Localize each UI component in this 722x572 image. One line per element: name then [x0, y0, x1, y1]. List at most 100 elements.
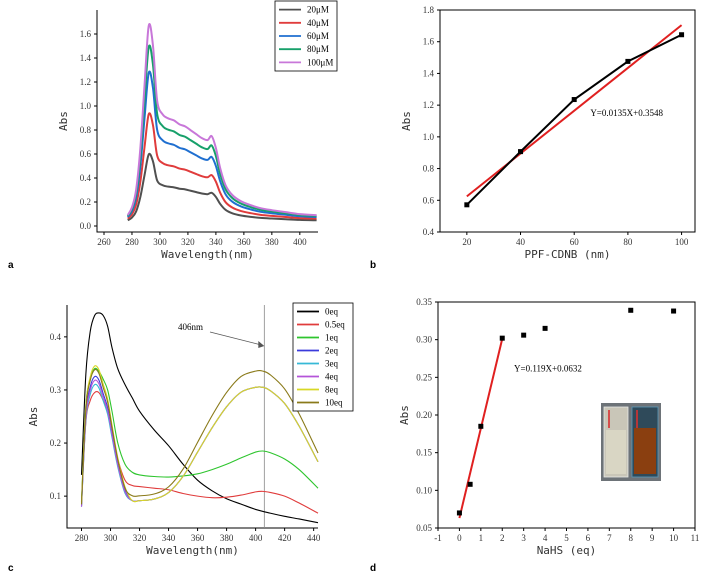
a-y-tick-label: 0.8 [80, 125, 92, 135]
d-data-point [521, 332, 527, 338]
a-y-tick-label: 0.2 [80, 197, 91, 207]
d-data-point [542, 325, 548, 331]
a-x-tick-label: 300 [153, 237, 167, 247]
b-x-tick-label: 60 [570, 237, 580, 247]
d-data-point [499, 335, 505, 341]
d-x-tick-label: 11 [691, 533, 700, 543]
a-series-line [127, 152, 317, 222]
c-legend-label: 2eq [325, 346, 338, 356]
a-x-tick-label: 260 [97, 237, 111, 247]
d-x-tick-label: 9 [650, 533, 655, 543]
b-x-tick-label: 40 [516, 237, 526, 247]
d-data-point [467, 481, 473, 487]
c-x-tick-label: 380 [220, 533, 234, 543]
c-x-tick-label: 420 [278, 533, 292, 543]
d-x-tick-label: 10 [669, 533, 679, 543]
b-x-axis-label: PPF-CDNB (nm) [524, 248, 610, 261]
c-series-line [80, 312, 319, 524]
d-y-tick-label: 0.35 [416, 297, 432, 307]
d-y-axis-label: Abs [398, 405, 411, 425]
c-x-tick-label: 300 [104, 533, 118, 543]
b-x-tick-label: 100 [675, 237, 689, 247]
b-y-tick-label: 0.4 [423, 227, 435, 237]
d-y-tick-label: 0.15 [416, 448, 432, 458]
a-x-tick-label: 380 [265, 237, 279, 247]
c-x-tick-label: 340 [162, 533, 176, 543]
c-y-tick-label: 0.2 [50, 438, 61, 448]
d-x-tick-label: 1 [479, 533, 484, 543]
a-legend-label: 20μM [307, 5, 329, 15]
c-legend-label: 0eq [325, 307, 338, 317]
d-x-tick-label: 4 [543, 533, 548, 543]
panel-c: 280 300 320 340 360 380 400 420 440 0.1 0.2 0.3 0.4 W… [8, 302, 354, 572]
a-legend-label: 40μM [307, 18, 329, 28]
b-y-tick-label: 0.6 [423, 195, 435, 205]
panel-label-b: b [370, 260, 376, 271]
b-y-tick-label: 1.4 [423, 68, 435, 78]
b-data-line [466, 33, 683, 206]
a-y-tick-label: 1.2 [80, 77, 91, 87]
c-series-line [80, 367, 319, 502]
panel-label-c: c [8, 563, 14, 572]
a-series-line [126, 23, 317, 217]
d-y-tick-label: 0.10 [416, 485, 432, 495]
panel-d: -1 0 1 2 3 4 5 6 7 8 9 10 11 0.05 0.10 0.15 0.20 0.25 0.30… [370, 297, 699, 572]
c-legend-label: 10eq [325, 398, 343, 408]
b-fit-line [466, 24, 683, 198]
d-x-tick-label: 8 [629, 533, 634, 543]
c-annotation-arrow [209, 331, 262, 346]
d-x-tick-label: -1 [434, 533, 442, 543]
d-y-tick-label: 0.30 [416, 335, 432, 345]
a-legend-label: 60μM [307, 31, 329, 41]
c-x-axis-label: Wavelength(nm) [146, 544, 239, 557]
a-x-tick-label: 320 [181, 237, 195, 247]
panel-label-d: d [370, 563, 376, 572]
d-cuvette-left-solution [606, 430, 626, 474]
b-y-tick-label: 1.2 [423, 100, 434, 110]
panel-b: 20 40 60 80 100 0.4 0.6 0.8 1.0 1.2 1.4 1.6 1.8 PPF-C… [370, 5, 696, 271]
a-series-line [126, 70, 317, 218]
d-x-tick-label: 6 [586, 533, 591, 543]
d-x-tick-label: 7 [607, 533, 612, 543]
c-legend-label: 8eq [325, 385, 338, 395]
a-y-tick-label: 1.0 [80, 101, 92, 111]
a-y-axis-label: Abs [57, 111, 70, 131]
d-data-point [478, 423, 484, 429]
b-data-point [679, 32, 685, 38]
c-series-line [80, 379, 319, 507]
c-x-tick-label: 280 [75, 533, 89, 543]
b-data-point [625, 58, 631, 64]
b-y-tick-label: 1.0 [423, 132, 435, 142]
d-fit-equation: Y=0.119X+0.0632 [514, 363, 582, 373]
b-x-tick-label: 80 [623, 237, 633, 247]
d-x-tick-label: 0 [457, 533, 462, 543]
a-x-tick-label: 360 [237, 237, 251, 247]
b-data-point [464, 202, 470, 208]
c-series-line [80, 368, 319, 505]
c-y-tick-label: 0.1 [50, 491, 61, 501]
a-legend-label: 80μM [307, 44, 329, 54]
d-data-point [628, 307, 634, 313]
c-x-tick-label: 400 [249, 533, 263, 543]
d-inset-cuvette-photo [601, 403, 661, 481]
b-y-axis-label: Abs [400, 111, 413, 131]
a-series-line [126, 44, 317, 217]
c-legend-label: 4eq [325, 372, 338, 382]
a-y-tick-label: 1.4 [80, 53, 92, 63]
b-data-point [571, 97, 577, 103]
a-series-line [127, 112, 317, 220]
b-y-tick-label: 1.6 [423, 37, 435, 47]
c-x-tick-label: 440 [307, 533, 321, 543]
a-y-tick-label: 1.6 [80, 29, 92, 39]
b-y-tick-label: 0.8 [423, 164, 435, 174]
c-arrow-head [258, 341, 265, 348]
panel-a: 260 280 300 320 340 360 380 400 0.0 0.2 0.4 0.6 0.8 1… [8, 0, 338, 271]
d-x-tick-label: 3 [521, 533, 526, 543]
b-fit-equation: Y=0.0135X+0.3548 [590, 108, 663, 118]
b-y-tick-label: 1.8 [423, 5, 435, 15]
c-series-line [80, 365, 319, 504]
a-x-axis-label: Wavelength(nm) [161, 248, 254, 261]
d-y-tick-label: 0.25 [416, 372, 432, 382]
a-x-tick-label: 340 [209, 237, 223, 247]
a-y-tick-label: 0.0 [80, 221, 92, 231]
